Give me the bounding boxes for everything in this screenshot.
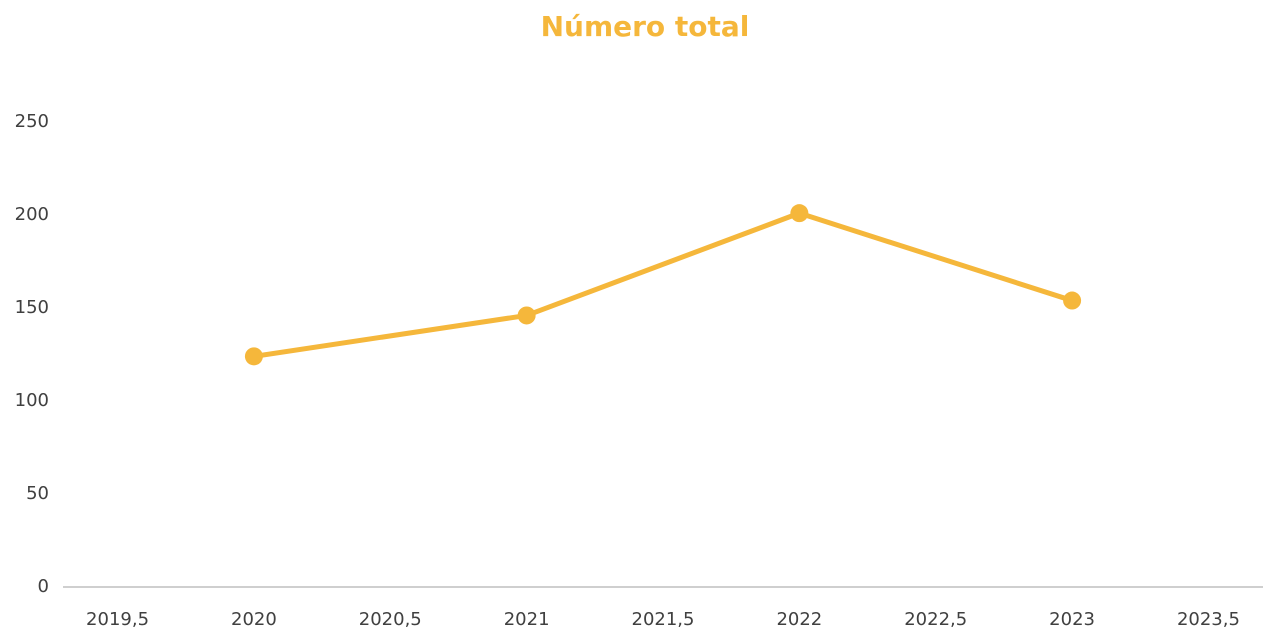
line — [253, 210, 1073, 359]
x-tick-label: 2022,5 — [904, 609, 967, 630]
point — [1063, 291, 1082, 310]
x-tick-label: 2022 — [776, 609, 822, 630]
chart-title: Número total — [541, 10, 750, 43]
y-tick-label: 0 — [38, 576, 49, 597]
x-tick-label: 2019,5 — [86, 609, 149, 630]
y-tick-label: 150 — [15, 297, 49, 318]
x-tick-label: 2021 — [504, 609, 550, 630]
x-tick-label: 2020,5 — [359, 609, 422, 630]
x-tick-label: 2021,5 — [632, 609, 695, 630]
x-tick-label: 2023,5 — [1177, 609, 1240, 630]
y-tick-label: 250 — [15, 111, 49, 132]
point — [517, 306, 536, 325]
y-tick-label: 200 — [15, 204, 49, 225]
x-tick-label: 2023 — [1049, 609, 1095, 630]
y-tick-label: 50 — [26, 483, 49, 504]
point — [790, 204, 809, 223]
point — [244, 347, 263, 366]
y-tick-label: 100 — [15, 390, 49, 411]
x-tick-label: 2020 — [231, 609, 277, 630]
